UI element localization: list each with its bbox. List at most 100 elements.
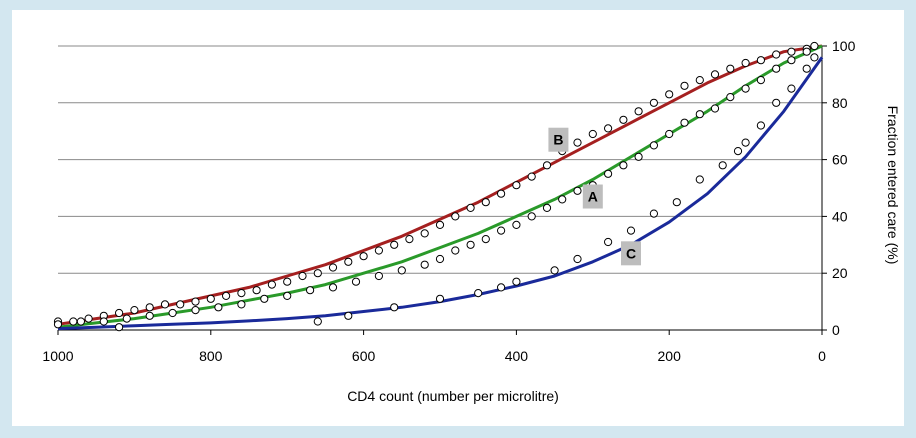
- series-1-point: [772, 50, 781, 59]
- series-2-point: [397, 266, 406, 275]
- series-2-point: [214, 303, 223, 312]
- series-1-point: [69, 317, 78, 326]
- series-3-point: [695, 175, 704, 184]
- y-axis-title: Fraction entered care (%): [885, 106, 901, 265]
- x-tick-label: 400: [505, 348, 529, 364]
- series-3-line: [57, 56, 824, 331]
- series-2-point: [191, 306, 200, 315]
- series-2-point: [512, 220, 521, 229]
- series-1-point: [160, 300, 170, 309]
- series-2-point: [306, 286, 315, 295]
- series-2-point: [619, 161, 628, 170]
- series-2-point: [802, 47, 811, 56]
- series-1-point: [695, 76, 704, 85]
- series-1-point: [726, 64, 735, 73]
- chart-panel: B A C 0 20 40 60 80 100 1000 800 600 400 200 0 CD4 co…: [12, 10, 904, 426]
- series-1-point: [130, 306, 139, 315]
- tick-labels: 0 20 40 60 80 100 1000 800 600 400 200 0: [42, 38, 855, 364]
- series-1-point: [206, 294, 215, 303]
- series-2-point: [665, 129, 674, 139]
- series-3-point: [550, 266, 559, 275]
- series-3-point: [573, 254, 582, 264]
- series-1-point: [512, 181, 521, 190]
- series-2-point: [145, 311, 154, 320]
- series-1-point: [191, 297, 200, 306]
- series-1-point: [298, 271, 307, 281]
- series-3-point: [741, 138, 750, 147]
- series-2-point: [420, 260, 429, 269]
- series-2-point: [558, 195, 567, 204]
- curve-label-box: [548, 127, 569, 152]
- series-1-point: [115, 308, 124, 318]
- series-2-point: [573, 186, 582, 195]
- series-1-point: [481, 198, 490, 207]
- series-1-point: [451, 212, 460, 221]
- series-2-point: [680, 118, 689, 127]
- x-tick-label: 600: [352, 348, 376, 364]
- series-1-point: [435, 220, 445, 229]
- series-1-point: [787, 47, 796, 56]
- series-1-point: [542, 161, 552, 170]
- series-1-point: [145, 303, 154, 312]
- y-tick-label: 0: [832, 322, 840, 338]
- series-1-point: [405, 235, 414, 244]
- x-tick-label: 1000: [42, 348, 73, 364]
- series-1-point: [84, 314, 93, 323]
- y-tick-label: 20: [832, 265, 848, 281]
- series-1-line: [57, 44, 823, 326]
- series-3-point: [344, 311, 353, 320]
- series-2-point: [527, 212, 536, 221]
- series-1-point: [604, 124, 613, 133]
- series-3-point: [626, 226, 636, 235]
- series-2-point: [351, 277, 361, 286]
- series-2-point: [53, 320, 63, 329]
- series-2-point: [76, 317, 86, 326]
- x-tick-label: 0: [818, 348, 826, 364]
- series-1-point: [619, 115, 628, 124]
- series-2-point: [741, 84, 750, 93]
- series-3-point: [787, 84, 796, 93]
- series-2-point: [481, 235, 490, 244]
- series-1-point: [328, 263, 338, 272]
- series-2-point: [787, 56, 796, 65]
- series-1-point: [649, 98, 659, 107]
- y-tick-label: 100: [832, 38, 856, 54]
- series-3-point: [718, 161, 727, 170]
- series-2-point: [649, 141, 659, 150]
- series-3-point: [435, 294, 445, 303]
- series-2-point: [466, 240, 475, 249]
- curve-label: B: [553, 132, 563, 148]
- series-1-point: [810, 41, 819, 51]
- series-1-point: [527, 172, 536, 181]
- series-1-point: [573, 138, 582, 147]
- series-3-point: [802, 64, 811, 73]
- series-2-line: [57, 44, 823, 329]
- series-2-point: [99, 317, 108, 326]
- series-2-point: [756, 76, 766, 85]
- curve-label-box: [621, 241, 641, 266]
- series-1-point: [374, 246, 383, 255]
- series-2-point: [710, 104, 720, 113]
- y-tick-label: 40: [832, 208, 848, 224]
- x-tick-label: 800: [199, 348, 223, 364]
- y-tick-label: 60: [832, 152, 848, 168]
- grid-lines: [58, 45, 822, 274]
- axes: [57, 45, 827, 335]
- series-2-point: [726, 93, 735, 102]
- series-1-point: [344, 257, 353, 266]
- series-1-point: [222, 291, 231, 300]
- chart: B A C 0 20 40 60 80 100 1000 800 600 400 200 0 CD4 co…: [42, 38, 901, 404]
- series-1-point: [420, 229, 429, 238]
- series-2-point: [237, 300, 246, 309]
- series-2-point: [497, 226, 506, 235]
- series-2-point: [695, 110, 704, 119]
- series-1-point: [252, 286, 261, 295]
- series-3-point: [390, 303, 399, 312]
- series-1-point: [237, 289, 246, 298]
- series-2-point: [260, 294, 269, 303]
- series-1-point: [176, 300, 185, 309]
- series-1-point: [710, 70, 720, 79]
- series-3-point: [672, 198, 681, 207]
- series-2-point: [542, 203, 552, 212]
- series-1-point: [283, 277, 292, 286]
